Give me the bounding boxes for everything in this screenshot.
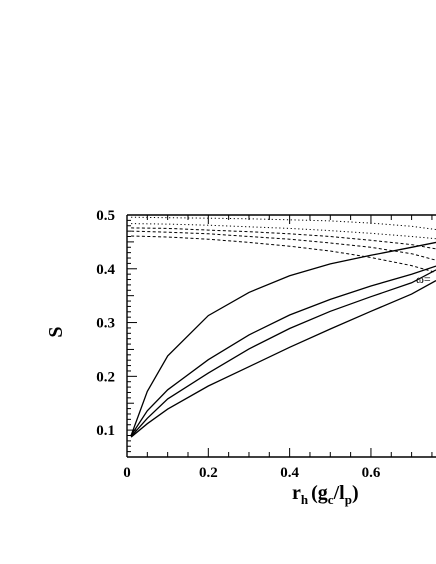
x-tick-label: 0: [123, 465, 131, 481]
y-tick-label: 0.2: [96, 369, 115, 385]
x-label-paren-close: ): [352, 482, 359, 504]
x-axis-label: rh (gc/lp): [292, 482, 359, 507]
x-label-sub1: h: [301, 492, 309, 507]
y-tick-label: 0.5: [96, 208, 115, 224]
x-label-sub2: c: [328, 492, 334, 507]
series-layer: [130, 216, 436, 438]
series-line-3: [130, 269, 436, 438]
series-line-6: [131, 223, 436, 240]
x-label-paren-open: (g: [311, 482, 328, 504]
omega-annotation: ω=: [416, 272, 431, 286]
y-tick-label: 0.1: [96, 423, 115, 439]
x-label-sub3: p: [345, 492, 352, 507]
tick-labels: 0 0.2 0.4 0.6 0.1 0.2 0.3 0.4 0.5: [96, 208, 381, 481]
x-label-slash: /l: [333, 482, 346, 504]
plot-frame: [126, 214, 436, 458]
series-line-1: [130, 241, 436, 436]
series-line-2: [130, 265, 436, 436]
series-line-9: [131, 235, 436, 273]
series-line-8: [131, 230, 436, 261]
axis-ticks: [127, 214, 433, 457]
y-tick-label: 0.4: [96, 262, 115, 278]
x-tick-label: 0.2: [199, 465, 218, 481]
series-line-7: [131, 227, 436, 250]
x-tick-label: 0.6: [362, 465, 381, 481]
series-line-4: [130, 280, 436, 438]
x-tick-label: 0.4: [280, 465, 299, 481]
y-axis-label: S: [45, 326, 67, 337]
y-tick-label: 0.3: [96, 316, 115, 332]
series-line-5: [131, 216, 436, 230]
x-label-main: r: [292, 482, 301, 504]
